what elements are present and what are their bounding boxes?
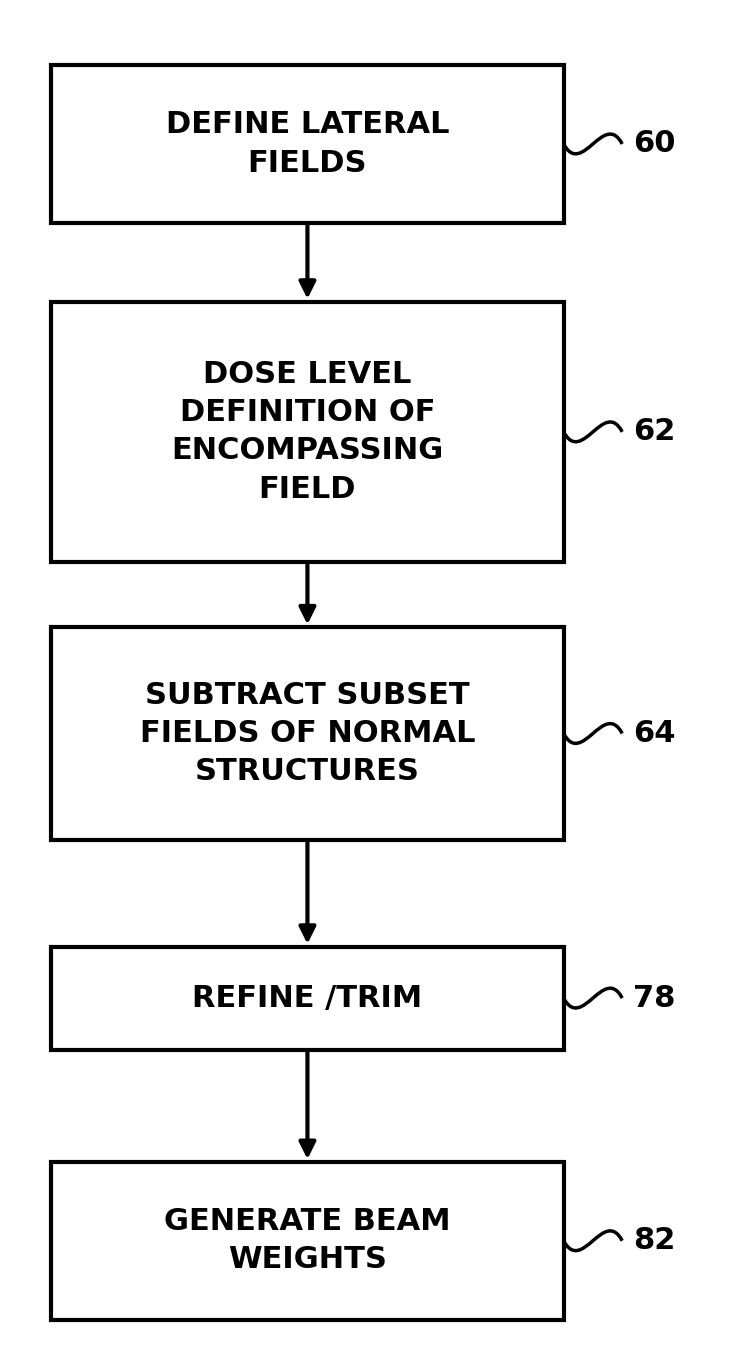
Bar bbox=[51, 946, 564, 1050]
Text: SUBTRACT SUBSET
FIELDS OF NORMAL
STRUCTURES: SUBTRACT SUBSET FIELDS OF NORMAL STRUCTU… bbox=[140, 681, 475, 786]
Text: 64: 64 bbox=[633, 718, 676, 749]
Bar bbox=[51, 628, 564, 839]
Bar bbox=[51, 64, 564, 222]
Text: GENERATE BEAM
WEIGHTS: GENERATE BEAM WEIGHTS bbox=[164, 1206, 451, 1275]
Text: 60: 60 bbox=[633, 129, 676, 159]
Text: 82: 82 bbox=[633, 1226, 676, 1256]
Text: REFINE /TRIM: REFINE /TRIM bbox=[193, 983, 422, 1013]
Text: DOSE LEVEL
DEFINITION OF
ENCOMPASSING
FIELD: DOSE LEVEL DEFINITION OF ENCOMPASSING FI… bbox=[171, 361, 444, 503]
Bar bbox=[51, 302, 564, 562]
Text: DEFINE LATERAL
FIELDS: DEFINE LATERAL FIELDS bbox=[165, 110, 449, 178]
Bar bbox=[51, 1163, 564, 1319]
Text: 78: 78 bbox=[633, 983, 676, 1013]
Text: 62: 62 bbox=[633, 417, 676, 447]
